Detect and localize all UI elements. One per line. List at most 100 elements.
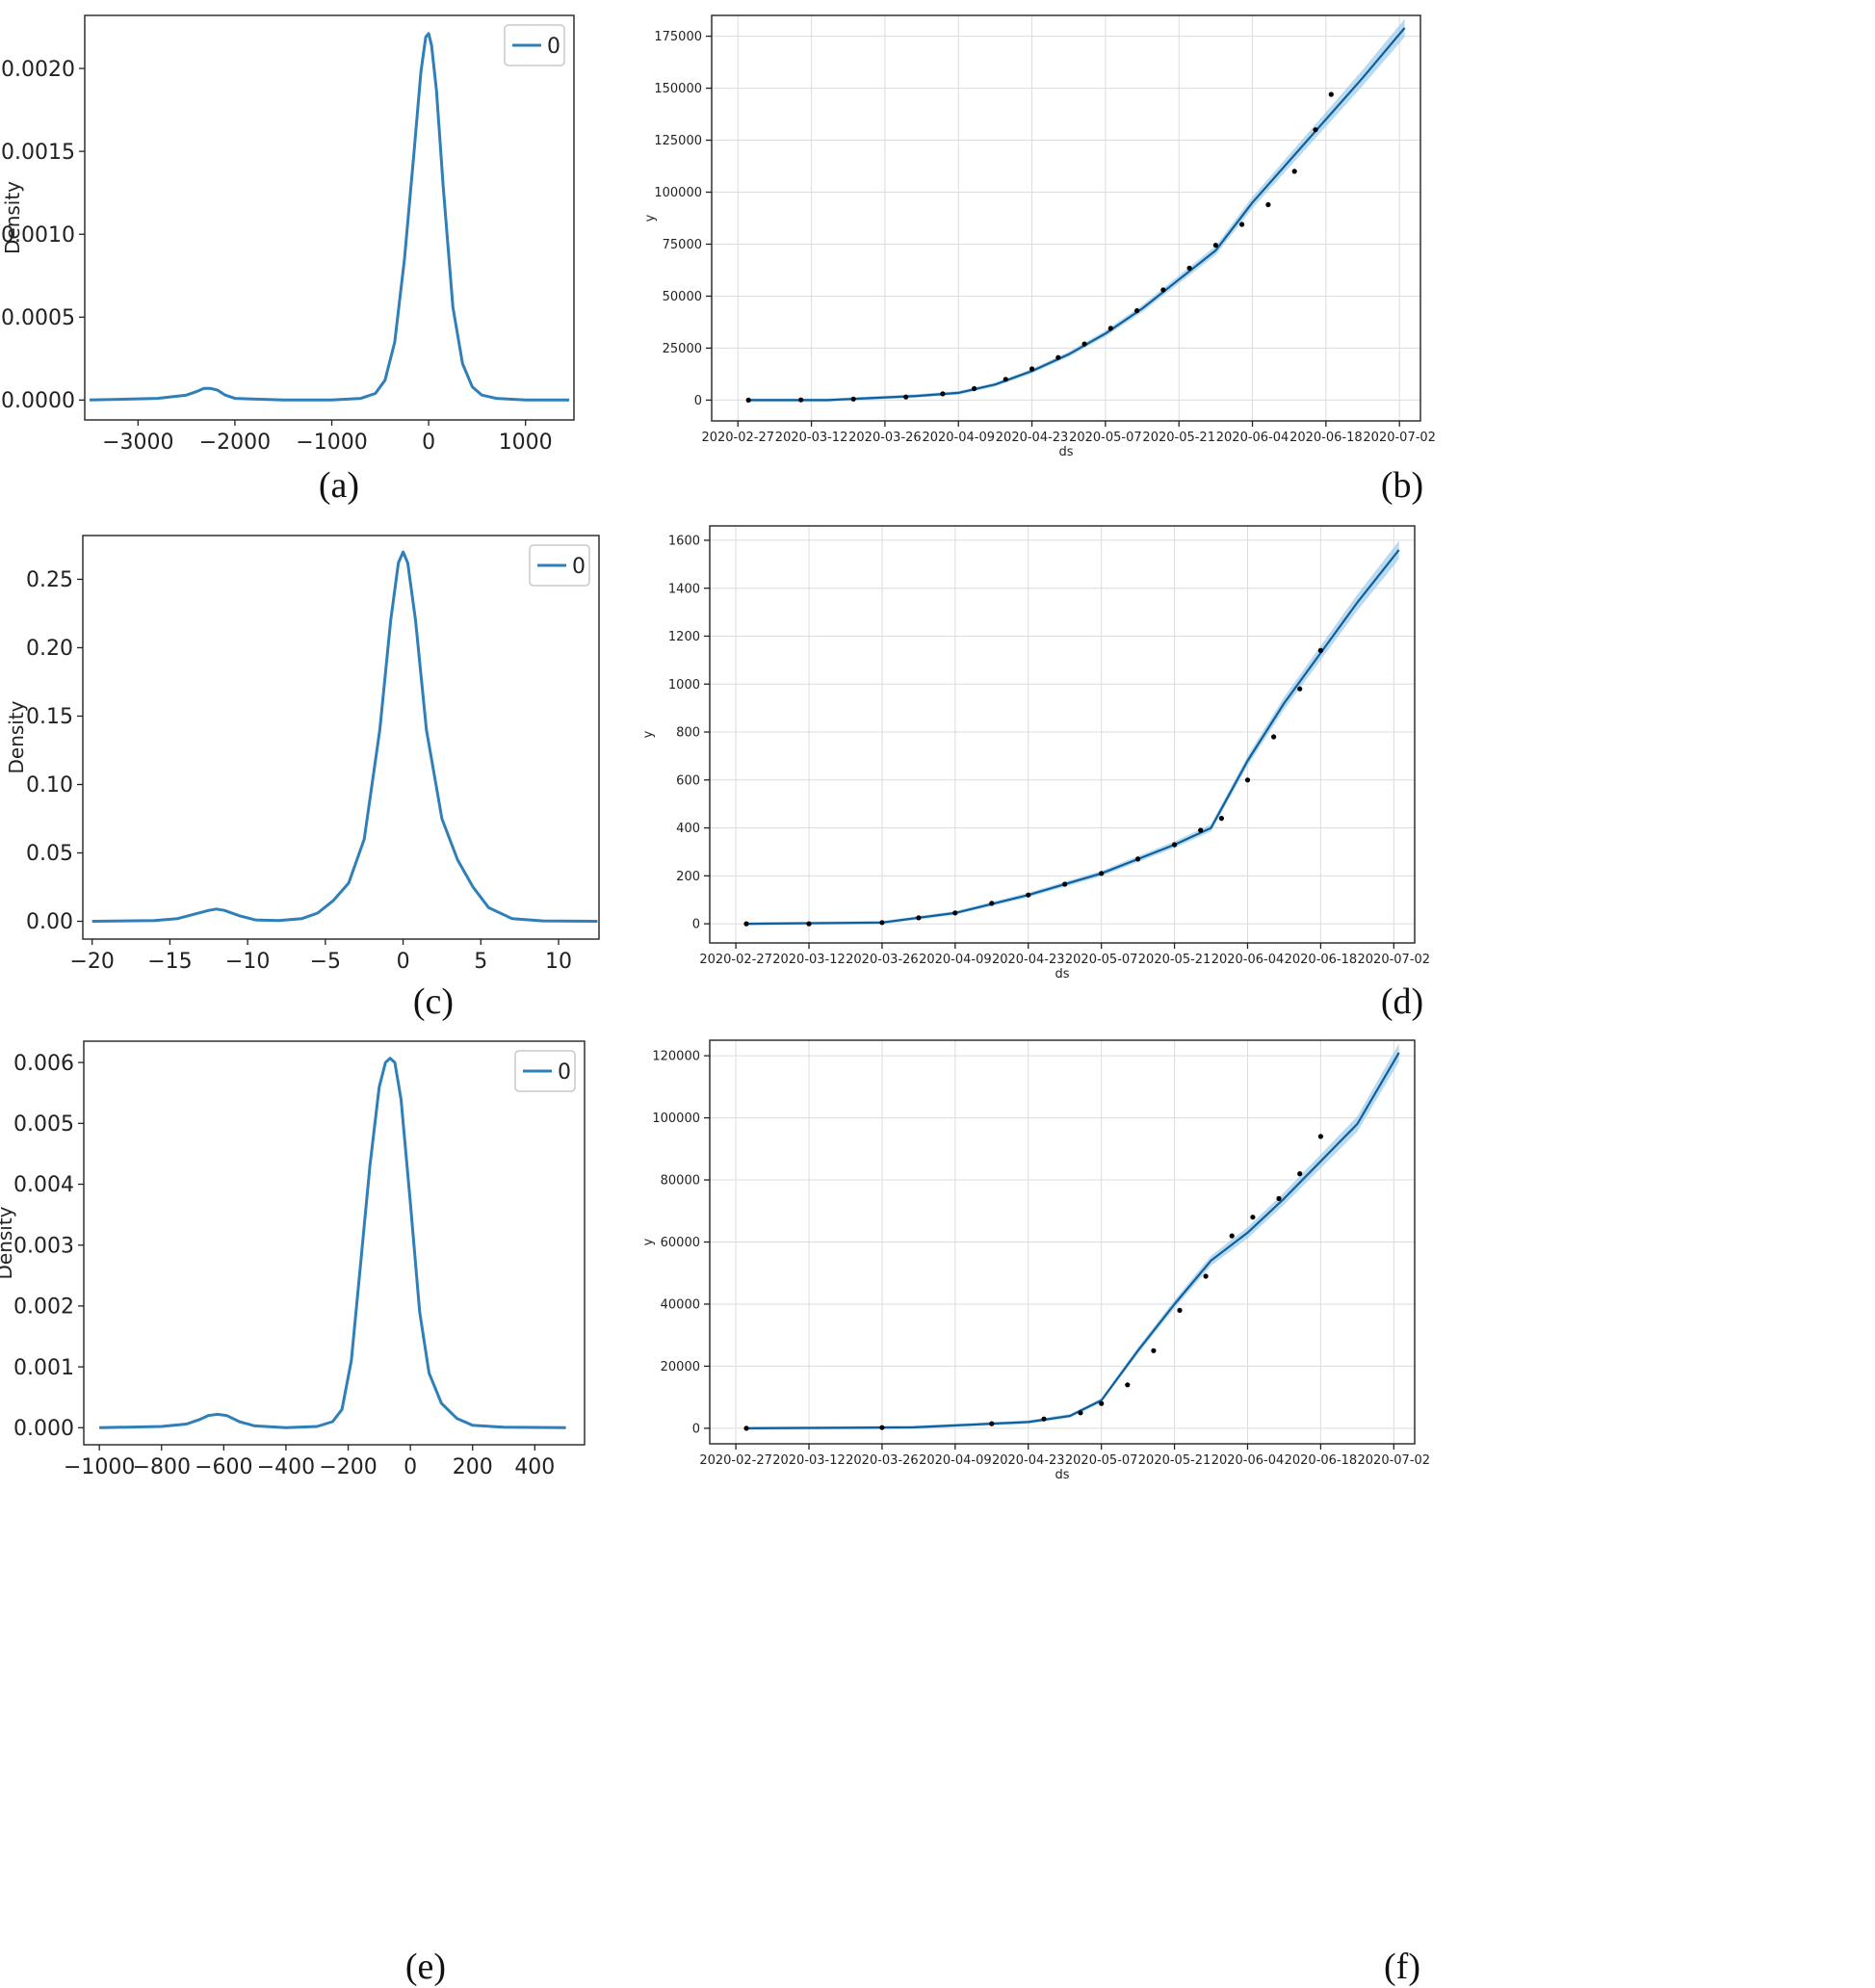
y-tick-label: 800: [676, 726, 700, 741]
observed-point: [1212, 243, 1218, 248]
y-tick-label: 0.25: [26, 568, 73, 592]
observed-point: [1276, 1195, 1282, 1201]
x-tick-label: 2020-06-04: [1211, 1453, 1285, 1468]
y-tick-label: 0.000: [13, 1417, 74, 1441]
observed-point: [1026, 892, 1031, 898]
forecast-line: [745, 549, 1400, 926]
observed-point: [806, 921, 812, 927]
y-tick-label: 1000: [668, 678, 700, 693]
observed-point: [1239, 222, 1245, 227]
y-tick-label: 0.05: [26, 842, 73, 866]
y-tick-label: 50000: [663, 290, 702, 304]
density-plot-e: −1000−800 −600 −400 −200 0 200 400 0.000 0.001 0.…: [0, 1040, 586, 1479]
y-tick-label: 100000: [654, 186, 702, 200]
observed-point: [1313, 127, 1318, 133]
x-tick-label: −1000: [296, 431, 367, 455]
observed-point: [1250, 1215, 1256, 1220]
observed-point: [1134, 308, 1140, 314]
x-tick-label: 2020-05-21: [1138, 1453, 1211, 1468]
observed-point: [743, 921, 749, 927]
x-tick-label: 5: [474, 950, 487, 974]
y-tick-label: 40000: [661, 1298, 700, 1313]
x-tick-label: 2020-03-26: [846, 953, 919, 967]
observed-point: [916, 915, 922, 921]
density-line: [99, 1057, 566, 1429]
y-tick-label: 400: [676, 822, 700, 836]
y-tick-label: 150000: [654, 82, 702, 96]
x-tick-label: −20: [69, 950, 114, 974]
y-tick-label: 200: [676, 870, 700, 884]
y-tick-label: 600: [676, 773, 700, 788]
x-tick-label: 2020-04-23: [992, 1453, 1065, 1468]
x-tick-label: 10: [545, 950, 572, 974]
density-plot-c: −20 −15 −10 −5 0 5 10 0.00 0.05 0.10 0.15 0.20 0.25 D…: [5, 535, 600, 974]
observed-point: [1186, 265, 1192, 271]
chart-panel-e: −1000 −800 −600 −400 −200 0 200 400 0.000 0.001 0.…: [0, 1021, 799, 1506]
x-tick-label: 0: [422, 431, 435, 455]
observed-point: [1291, 169, 1297, 174]
plot-frame: [709, 525, 1416, 944]
y-tick-label: 60000: [661, 1236, 700, 1250]
y-tick-label: 100000: [652, 1112, 700, 1126]
x-tick-label: 2020-05-07: [1065, 953, 1138, 967]
caption-b: (b): [1380, 465, 1424, 506]
observed-point: [879, 1425, 885, 1430]
observed-point: [1177, 1307, 1183, 1313]
y-tick-label: 0.003: [13, 1234, 74, 1258]
x-tick-label: 0: [404, 1455, 417, 1479]
x-tick-label: −2000: [199, 431, 271, 455]
observed-point: [1203, 1273, 1209, 1279]
x-tick-label: 2020-04-09: [919, 1453, 992, 1468]
forecast-band: [746, 540, 1399, 926]
y-tick-label: 0.10: [26, 773, 73, 798]
observed-point: [798, 397, 804, 403]
observed-point: [850, 396, 856, 402]
y-tick-label: 0.001: [13, 1356, 74, 1380]
y-tick-label: 0.0000: [1, 389, 75, 413]
observed-point: [1317, 647, 1323, 653]
density-line: [89, 32, 569, 402]
x-tick-label: 0: [397, 950, 410, 974]
y-tick-label: 1600: [668, 534, 700, 548]
y-tick-label: 120000: [652, 1050, 700, 1064]
x-tick-label: 2020-04-09: [919, 953, 992, 967]
observed-point: [1003, 377, 1008, 382]
y-tick-label: 0.00: [26, 910, 73, 934]
y-tick-label: 0: [692, 1422, 700, 1436]
y-axis-label: y: [643, 214, 658, 222]
x-tick-label: −800: [133, 1455, 191, 1479]
observed-point: [1172, 842, 1178, 848]
y-axis-label: y: [641, 1238, 656, 1245]
forecast-line: [745, 1052, 1400, 1429]
x-tick-label: 2020-03-12: [772, 1453, 846, 1468]
x-axis-label: ds: [1058, 445, 1073, 459]
x-tick-label: 2020-03-12: [772, 953, 846, 967]
x-tick-label: 2020-07-02: [1358, 953, 1431, 967]
observed-point: [1297, 686, 1303, 692]
observed-point: [879, 920, 885, 926]
x-tick-label: 2020-02-27: [699, 953, 772, 967]
chart-panel-f: 2020-02-27 2020-03-12 2020-03-26 2020-04-09…: [640, 1021, 1875, 1506]
observed-point: [952, 910, 958, 916]
y-tick-label: 175000: [654, 30, 702, 44]
x-tick-label: 2020-05-07: [1069, 431, 1142, 445]
x-tick-label: 2020-05-21: [1138, 953, 1211, 967]
observed-point: [1328, 92, 1334, 97]
x-tick-label: 2020-06-18: [1289, 431, 1363, 445]
legend-label: 0: [572, 555, 586, 579]
x-tick-label: 2020-04-23: [996, 431, 1069, 445]
observed-point: [972, 385, 977, 392]
x-tick-label: −5: [310, 950, 341, 974]
x-tick-label: 2020-04-09: [922, 431, 995, 445]
observed-point: [1041, 1416, 1047, 1422]
x-tick-label: 2020-07-02: [1363, 431, 1436, 445]
caption-f: (f): [1384, 1947, 1420, 1987]
x-tick-label: 200: [453, 1455, 493, 1479]
y-tick-label: 0.0020: [1, 58, 75, 82]
observed-point: [1135, 856, 1141, 862]
y-tick-label: 0.006: [13, 1052, 74, 1076]
observed-point: [903, 394, 909, 400]
y-tick-label: 0.004: [13, 1173, 74, 1197]
chart-panel-b: 2020-02-27 2020-03-12 2020-03-26 2020-04-09…: [640, 0, 1875, 505]
chart-panel-a: −3000 −2000 −1000 0 1000 0.0000 0.0005 0.0010 0.…: [0, 0, 761, 505]
